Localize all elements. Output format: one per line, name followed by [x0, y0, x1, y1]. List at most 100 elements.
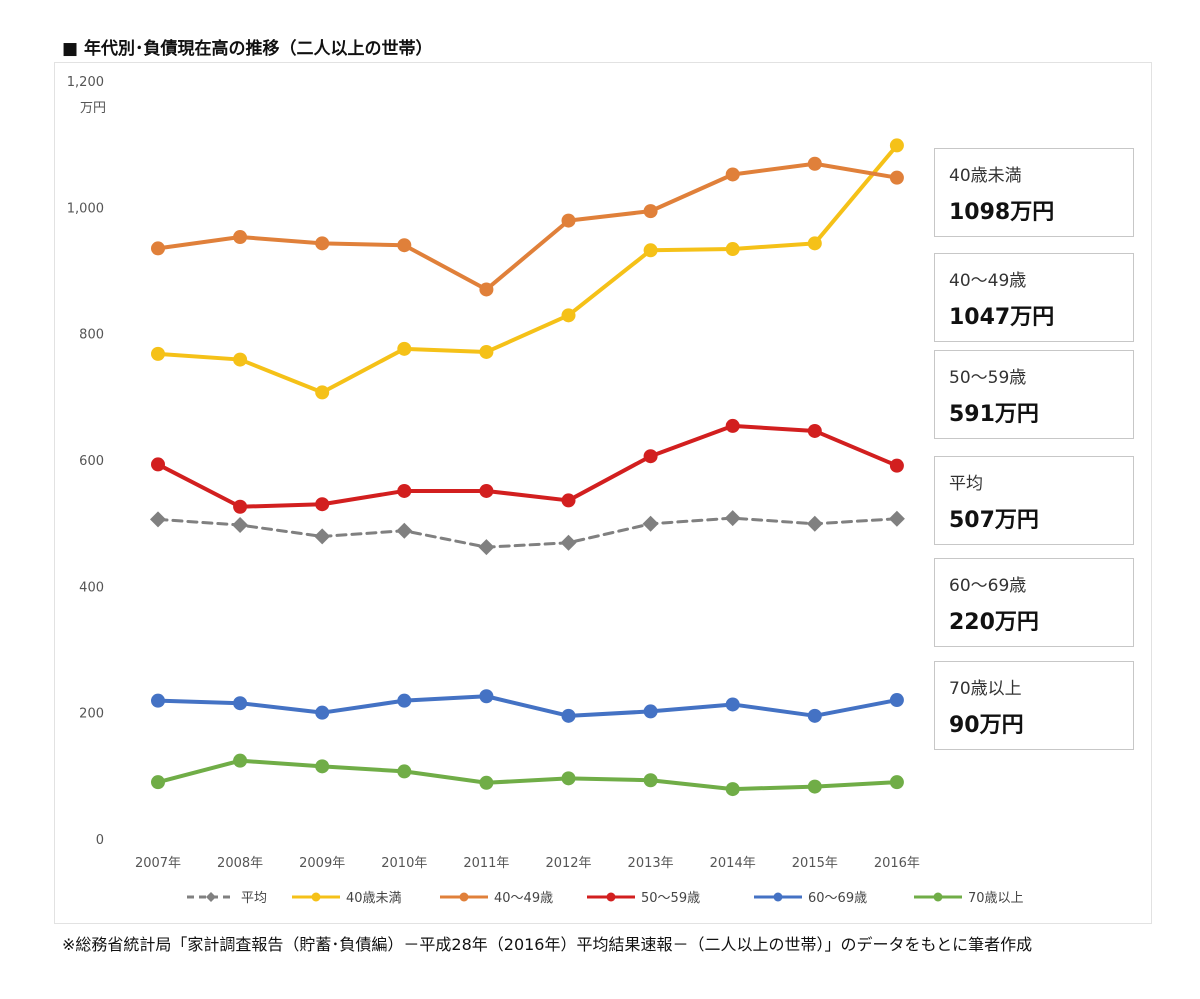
legend-label: 40歳未満	[346, 891, 402, 906]
data-point	[315, 497, 330, 512]
data-point	[643, 704, 658, 719]
series-line	[156, 694, 899, 718]
data-point	[150, 511, 166, 528]
x-tick-label: 2012年	[545, 856, 591, 871]
callout-60s: 60～69歳 220万円	[934, 558, 1134, 647]
data-point	[232, 517, 249, 534]
data-point	[479, 282, 494, 297]
data-point	[807, 779, 822, 794]
callout-value: 90万円	[949, 713, 1024, 738]
y-tick-label: 400	[79, 580, 104, 595]
data-point	[725, 697, 740, 712]
x-tick-label: 2009年	[299, 856, 345, 871]
data-point	[724, 510, 741, 527]
data-point	[397, 238, 412, 253]
data-point	[807, 423, 822, 438]
legend-marker	[206, 892, 216, 902]
callout-70plus: 70歳以上 90万円	[934, 661, 1134, 750]
data-point	[561, 308, 576, 323]
data-point	[479, 483, 494, 498]
data-point	[889, 170, 904, 185]
y-axis-unit: 万円	[80, 101, 106, 116]
data-point	[315, 759, 330, 774]
data-point	[725, 167, 740, 182]
data-point	[807, 708, 822, 723]
data-point	[233, 499, 248, 514]
callout-label: 70歳以上	[949, 679, 1022, 699]
series-line	[156, 758, 899, 792]
callout-label: 60～69歳	[949, 576, 1027, 596]
data-point	[397, 341, 412, 356]
data-point	[151, 346, 165, 361]
data-point	[561, 493, 576, 508]
x-tick-label: 2013年	[628, 856, 674, 871]
series-line	[156, 423, 899, 509]
source-note: ※総務省統計局「家計調査報告（貯蓄･負債編）－平成28年（2016年）平均結果速…	[62, 935, 1033, 954]
callout-label: 40歳未満	[949, 166, 1022, 186]
legend-marker	[311, 892, 321, 902]
chart-title: ■ 年代別･負債現在高の推移（二人以上の世帯）	[62, 39, 433, 59]
legend-label: 60～69歳	[808, 891, 867, 906]
x-tick-label: 2010年	[381, 856, 427, 871]
data-point	[233, 352, 248, 367]
data-point	[315, 236, 330, 251]
data-point	[806, 515, 823, 532]
callout-value: 591万円	[949, 402, 1039, 427]
legend-label: 40～49歳	[494, 891, 553, 906]
legend-marker	[459, 892, 469, 902]
data-point	[315, 705, 330, 720]
data-point	[807, 236, 822, 251]
data-point	[151, 775, 165, 790]
y-tick-label: 1,200	[67, 75, 104, 90]
data-point	[889, 458, 904, 473]
data-point	[478, 539, 495, 556]
series-line	[156, 516, 899, 549]
data-point	[315, 385, 330, 400]
data-point	[725, 782, 740, 797]
legend-label: 70歳以上	[968, 891, 1024, 906]
data-point	[233, 753, 248, 768]
data-point	[397, 483, 412, 498]
legend-label: 50～59歳	[641, 891, 700, 906]
series-line	[156, 143, 899, 395]
y-tick-label: 0	[96, 833, 104, 848]
legend-marker	[933, 892, 943, 902]
data-point	[807, 156, 822, 171]
legend-marker	[606, 892, 616, 902]
data-point	[643, 204, 658, 219]
data-point	[151, 693, 165, 708]
x-tick-label: 2016年	[874, 856, 920, 871]
data-point	[725, 418, 740, 433]
callout-label: 50～59歳	[949, 368, 1027, 388]
data-point	[561, 708, 576, 723]
y-tick-label: 1,000	[67, 201, 104, 216]
callout-label: 40～49歳	[949, 271, 1027, 291]
y-tick-label: 200	[79, 707, 104, 722]
data-point	[479, 344, 494, 359]
data-point	[889, 693, 904, 708]
data-point	[643, 243, 658, 258]
callout-label: 平均	[949, 474, 983, 494]
callout-value: 1098万円	[949, 200, 1055, 225]
data-point	[233, 696, 248, 711]
callout-average: 平均 507万円	[934, 456, 1134, 545]
data-point	[396, 522, 413, 539]
data-point	[888, 510, 905, 527]
data-point	[233, 230, 248, 245]
data-point	[642, 515, 659, 532]
x-tick-label: 2008年	[217, 856, 263, 871]
data-point	[889, 775, 904, 790]
data-point	[560, 534, 577, 551]
data-point	[561, 771, 576, 786]
y-tick-label: 800	[79, 328, 104, 343]
chart-frame	[54, 62, 1152, 924]
data-point	[397, 764, 412, 779]
legend-label: 平均	[241, 891, 267, 906]
data-point	[479, 689, 494, 704]
callout-value: 220万円	[949, 610, 1039, 635]
callout-value: 1047万円	[949, 305, 1055, 330]
callout-under40: 40歳未満 1098万円	[934, 148, 1134, 237]
data-point	[479, 775, 494, 790]
callout-50s: 50～59歳 591万円	[934, 350, 1134, 439]
